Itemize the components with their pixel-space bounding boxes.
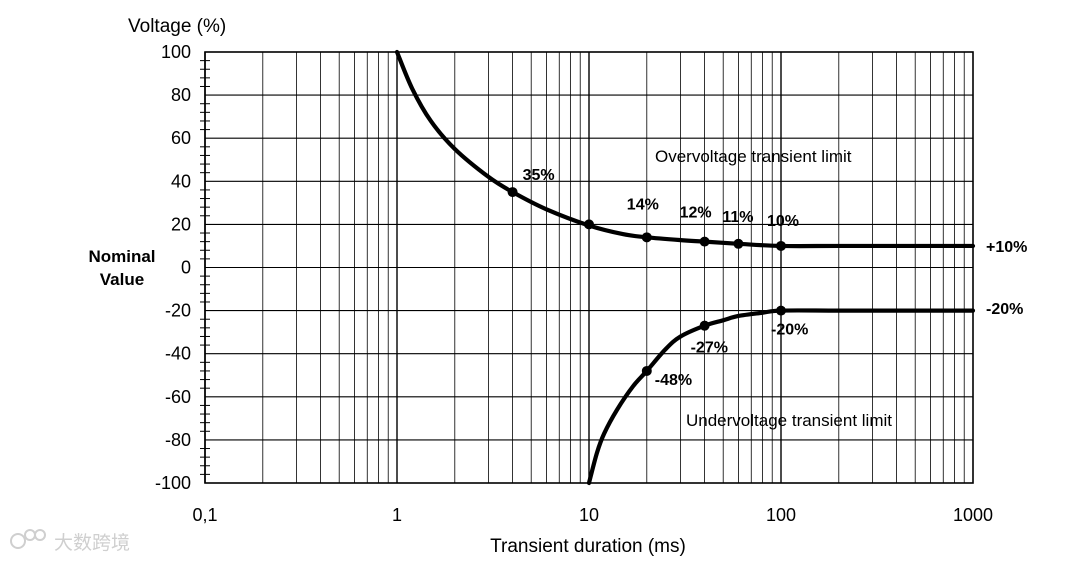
data-point-label: 11% <box>722 209 753 226</box>
data-point-marker <box>584 219 594 230</box>
data-point-marker <box>507 187 518 198</box>
data-point-marker <box>699 320 710 331</box>
y-axis-minor-ticks <box>200 60 210 475</box>
y-tick-label: 80 <box>171 85 191 105</box>
data-point-marker <box>699 236 710 247</box>
undervoltage-end-label: -20% <box>986 301 1023 318</box>
data-point-label: -48% <box>655 372 692 389</box>
y-tick-label: 40 <box>171 171 191 191</box>
y-tick-label: -40 <box>165 344 191 364</box>
data-point-label: -27% <box>691 340 728 357</box>
y-tick-label: 100 <box>161 42 191 62</box>
data-point-marker <box>641 365 652 376</box>
series-lines <box>394 49 976 486</box>
data-point-label: 12% <box>680 205 712 222</box>
data-point-marker <box>776 305 786 316</box>
overvoltage-end-label: +10% <box>986 239 1027 256</box>
x-tick-label: 0,1 <box>192 505 217 525</box>
x-tick-label: 10 <box>579 505 599 525</box>
undervoltage-region-label: Undervoltage transient limit <box>686 411 892 430</box>
y-tick-label: -20 <box>165 301 191 321</box>
labels: 100 80 60 40 20 0 -20 -40 -60 -80 -1000,1 1 10 100 100… <box>155 42 993 525</box>
nominal-label-line2: Value <box>100 270 144 289</box>
y-tick-label: 20 <box>171 214 191 234</box>
x-axis-title: Transient duration (ms) <box>490 536 686 557</box>
y-tick-label: -100 <box>155 473 191 493</box>
y-tick-label: 0 <box>181 258 191 278</box>
nominal-label-line1: Nominal <box>88 247 155 266</box>
data-point-marker <box>733 238 744 249</box>
x-tick-label: 1 <box>392 505 402 525</box>
data-point-marker <box>641 232 652 243</box>
data-point-label: -20% <box>771 322 808 339</box>
data-point-marker <box>776 240 786 251</box>
overvoltage-region-label: Overvoltage transient limit <box>655 147 852 166</box>
undervoltage-limit-line <box>586 308 976 486</box>
y-axis-title: Voltage (%) <box>128 16 226 37</box>
data-markers <box>507 187 786 376</box>
y-tick-label: 60 <box>171 128 191 148</box>
y-tick-label: -80 <box>165 430 191 450</box>
overvoltage-limit-line <box>394 49 976 249</box>
data-point-label: 14% <box>627 196 659 213</box>
data-point-label: 35% <box>523 167 555 184</box>
watermark-text: 大数跨境 <box>54 532 130 554</box>
x-tick-label: 1000 <box>953 505 993 525</box>
y-tick-label: -60 <box>165 387 191 407</box>
data-point-label: 10% <box>767 213 799 230</box>
watermark: 大数跨境 <box>10 529 130 554</box>
x-tick-label: 100 <box>766 505 796 525</box>
